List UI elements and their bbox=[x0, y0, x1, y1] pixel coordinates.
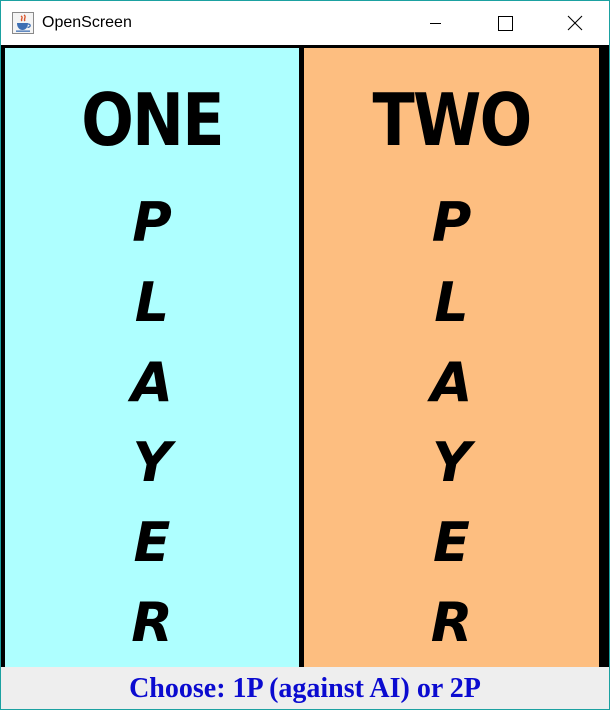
panel-title-two: TWO bbox=[372, 78, 532, 162]
maximize-icon bbox=[498, 16, 513, 31]
minimize-button[interactable] bbox=[413, 1, 459, 45]
two-player-panel[interactable]: TWO P L A Y E R bbox=[304, 48, 599, 667]
vertical-word-player: P L A Y E R bbox=[304, 183, 599, 663]
minimize-icon bbox=[430, 23, 441, 24]
java-icon[interactable] bbox=[12, 12, 34, 34]
panel-letter: R bbox=[131, 591, 173, 654]
panel-letter: R bbox=[430, 591, 473, 654]
instruction-label: Choose: 1P (against AI) or 2P bbox=[129, 673, 481, 704]
panel-letter: Y bbox=[132, 431, 172, 494]
status-footer: Choose: 1P (against AI) or 2P bbox=[1, 667, 609, 709]
one-player-panel[interactable]: ONE P L A Y E R bbox=[5, 48, 299, 667]
panel-letter: P bbox=[431, 191, 472, 254]
vertical-word-player: P L A Y E R bbox=[5, 183, 299, 663]
panel-letter: A bbox=[131, 351, 173, 414]
panel-letter: Y bbox=[431, 431, 472, 494]
panel-letter: E bbox=[133, 511, 171, 574]
panel-letter: A bbox=[430, 351, 473, 414]
panel-letter: E bbox=[433, 511, 470, 574]
panel-letter: L bbox=[434, 271, 469, 334]
close-icon bbox=[567, 15, 583, 31]
maximize-button[interactable] bbox=[481, 1, 527, 45]
close-button[interactable] bbox=[549, 1, 595, 45]
panel-letter: P bbox=[132, 191, 172, 254]
title-bar[interactable]: OpenScreen bbox=[1, 1, 609, 45]
content-area: ONE P L A Y E R TWO P L A Y E R bbox=[1, 45, 609, 667]
panel-title-one: ONE bbox=[81, 78, 224, 162]
window-title: OpenScreen bbox=[42, 14, 132, 31]
panel-letter: L bbox=[134, 271, 170, 334]
